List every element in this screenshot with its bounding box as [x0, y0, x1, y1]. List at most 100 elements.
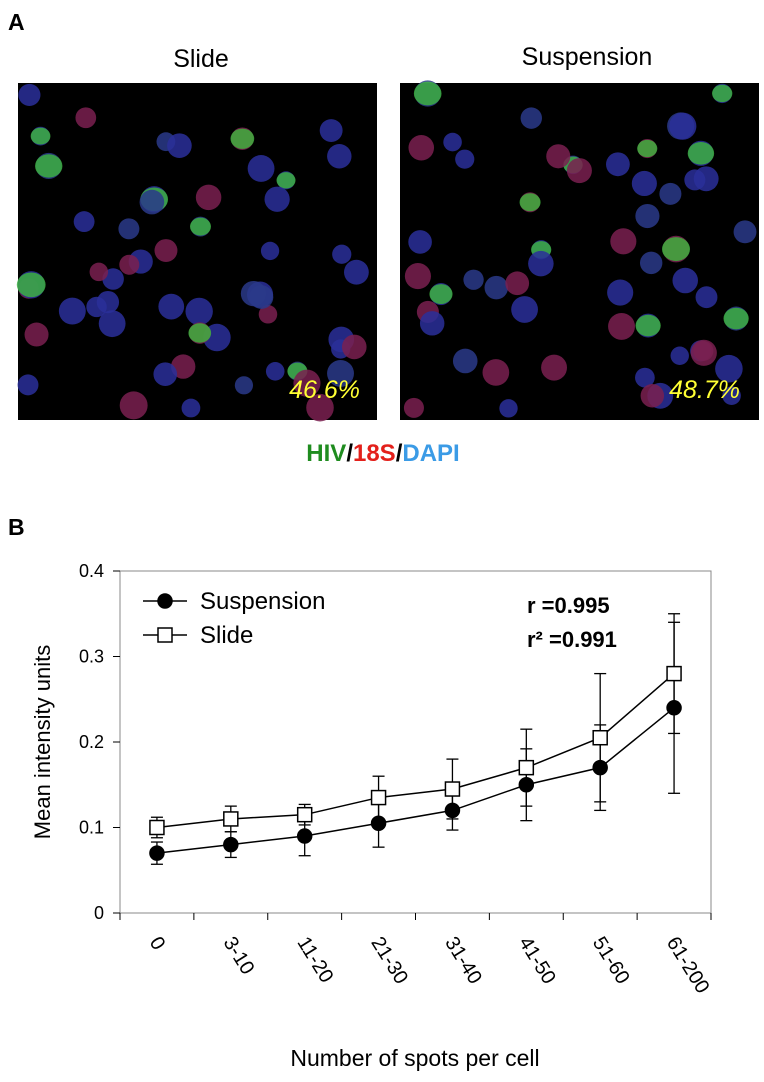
- cell: [505, 271, 530, 296]
- cell: [89, 262, 109, 282]
- cell: [195, 184, 222, 211]
- stain-legend: HIV/18S/DAPI: [306, 440, 459, 467]
- point: [518, 777, 535, 793]
- cell: [247, 155, 275, 182]
- point: [592, 759, 608, 776]
- cell: [669, 112, 697, 140]
- stain-label: DAPI: [402, 440, 459, 467]
- cell: [452, 348, 478, 374]
- cell-signal: [276, 172, 296, 189]
- legend-label: Suspension: [200, 588, 325, 615]
- stain-label: HIV: [306, 440, 346, 467]
- x-tick-label: 11-20: [292, 933, 337, 987]
- cell: [332, 244, 352, 264]
- cell: [154, 239, 178, 263]
- cell: [341, 334, 367, 360]
- point: [444, 781, 461, 797]
- cell: [520, 107, 542, 129]
- x-tick-label: 61-200: [662, 933, 714, 997]
- stain-label: /: [346, 440, 353, 467]
- cell: [546, 144, 571, 169]
- cell-signal: [635, 314, 661, 337]
- cell-signal: [687, 141, 715, 165]
- cell: [404, 263, 431, 290]
- cell: [73, 211, 95, 233]
- panel-label: B: [8, 514, 25, 540]
- cell: [695, 286, 718, 309]
- point: [296, 806, 313, 823]
- legend-marker: [157, 627, 173, 643]
- cell: [635, 367, 655, 388]
- cell: [541, 354, 568, 381]
- cell: [181, 398, 201, 418]
- cells: [16, 80, 757, 422]
- cell: [319, 119, 343, 142]
- cell-signal: [413, 81, 442, 106]
- x-axis-label: Number of spots per cell: [290, 1045, 539, 1071]
- point: [592, 729, 608, 746]
- cell: [499, 399, 518, 418]
- point: [518, 759, 535, 776]
- stain-label: 18S: [353, 440, 396, 467]
- chart: 0 0.1 0.2 0.3 0.4 0 3-10 11-20 21-30 31-40 41-50 51…: [30, 561, 713, 1071]
- x-tick-label: 51-60: [588, 933, 634, 988]
- cell-signal: [35, 154, 63, 178]
- cell: [18, 83, 41, 107]
- cell: [185, 297, 213, 326]
- cell-signal: [230, 128, 255, 149]
- cell-signal: [190, 217, 211, 236]
- cell: [293, 369, 321, 397]
- cell-signal: [637, 139, 658, 158]
- cell: [327, 359, 354, 387]
- percentage: 46.6%: [289, 376, 360, 404]
- cell: [605, 152, 630, 177]
- cell: [327, 144, 352, 169]
- cell: [139, 189, 165, 215]
- cell: [98, 310, 126, 338]
- cell: [482, 359, 510, 386]
- cell: [610, 228, 637, 255]
- point: [370, 789, 387, 806]
- x-tick-label: 41-50: [514, 933, 560, 988]
- cell-signal: [16, 272, 46, 298]
- cell: [258, 305, 278, 324]
- cell: [403, 397, 424, 418]
- cell: [240, 280, 267, 307]
- x-tick-label: 0: [145, 933, 170, 954]
- cell: [260, 241, 280, 261]
- cell: [408, 134, 435, 161]
- cell-signal: [429, 284, 453, 304]
- x-tick-label: 31-40: [440, 933, 486, 988]
- cell: [463, 269, 484, 290]
- cell: [670, 346, 689, 365]
- x-tick-label: 3-10: [219, 933, 259, 979]
- percentage: 48.7%: [669, 376, 740, 404]
- cell: [171, 354, 196, 379]
- cell: [455, 149, 475, 169]
- x-tick-label: 21-30: [366, 933, 412, 988]
- cell: [419, 311, 445, 336]
- stain-label: /: [396, 440, 403, 467]
- point: [666, 700, 682, 716]
- cell: [528, 250, 554, 277]
- point: [149, 819, 165, 836]
- cell: [153, 362, 178, 386]
- cell-signal: [712, 84, 733, 103]
- y-axis-label: Mean intensity units: [30, 645, 55, 839]
- y-tick-label: 0.1: [79, 818, 104, 838]
- cell: [306, 393, 334, 422]
- cell: [119, 254, 140, 275]
- cell: [693, 340, 714, 361]
- legend-marker: [157, 593, 173, 609]
- cell: [684, 169, 706, 191]
- cell: [443, 132, 462, 152]
- cell: [635, 203, 660, 229]
- y-tick-label: 0.3: [79, 647, 104, 667]
- cell: [484, 275, 509, 300]
- annotation: r =0.995: [527, 593, 610, 618]
- point: [223, 836, 239, 853]
- legend-label: Slide: [200, 622, 253, 649]
- cell: [722, 386, 741, 405]
- annotation: r² =0.991: [527, 627, 617, 652]
